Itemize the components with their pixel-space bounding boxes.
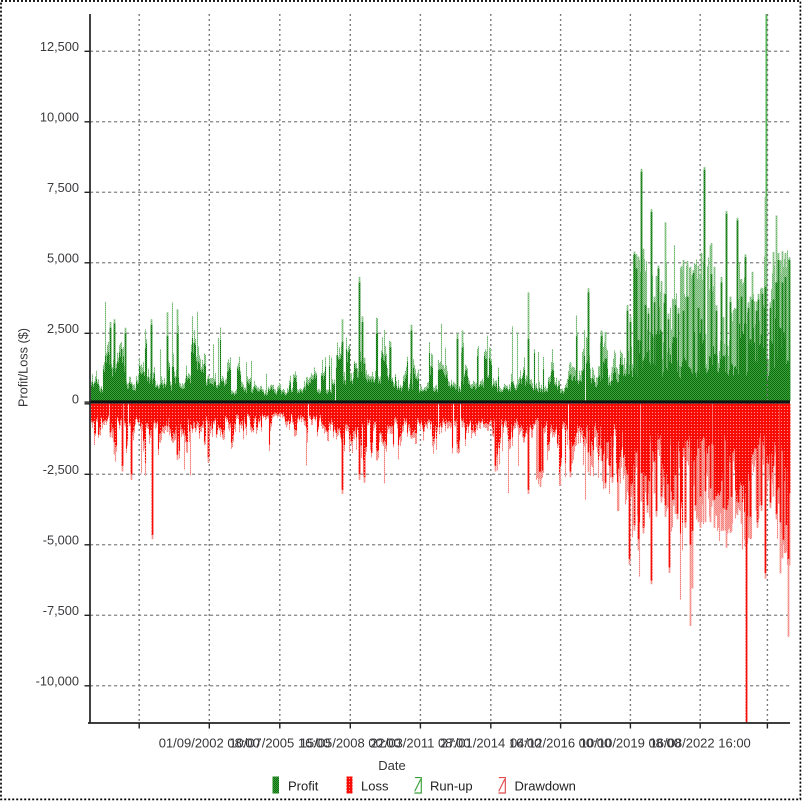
svg-text:-10,000: -10,000 [36, 673, 79, 688]
svg-text:10/07/2005 16:00: 10/07/2005 16:00 [229, 736, 330, 751]
svg-text:Date: Date [378, 758, 405, 773]
svg-text:01/09/2002 08:00: 01/09/2002 08:00 [159, 736, 260, 751]
svg-text:2,500: 2,500 [47, 321, 79, 336]
svg-text:04/12/2016 00:00: 04/12/2016 00:00 [510, 736, 611, 751]
svg-text:Profit/Loss ($): Profit/Loss ($) [16, 328, 30, 407]
svg-text:-7,500: -7,500 [43, 603, 79, 618]
svg-text:Drawdown: Drawdown [515, 779, 576, 794]
svg-text:7,500: 7,500 [47, 180, 79, 195]
svg-text:Profit: Profit [288, 779, 319, 794]
svg-text:-2,500: -2,500 [43, 462, 79, 477]
svg-text:Run-up: Run-up [430, 779, 473, 794]
svg-text:10/10/2019 08:00: 10/10/2019 08:00 [580, 736, 681, 751]
svg-text:Loss: Loss [361, 779, 389, 794]
svg-text:15/05/2008 00:00: 15/05/2008 00:00 [300, 736, 401, 751]
svg-text:16/08/2022 16:00: 16/08/2022 16:00 [650, 736, 751, 751]
svg-text:0: 0 [72, 391, 79, 406]
svg-text:5,000: 5,000 [47, 250, 79, 265]
svg-text:27/01/2014 16:00: 27/01/2014 16:00 [440, 736, 541, 751]
svg-text:10,000: 10,000 [40, 109, 79, 124]
svg-text:12,500: 12,500 [40, 39, 79, 54]
svg-text:22/03/2011 08:00: 22/03/2011 08:00 [370, 736, 470, 751]
svg-text:-5,000: -5,000 [43, 532, 79, 547]
